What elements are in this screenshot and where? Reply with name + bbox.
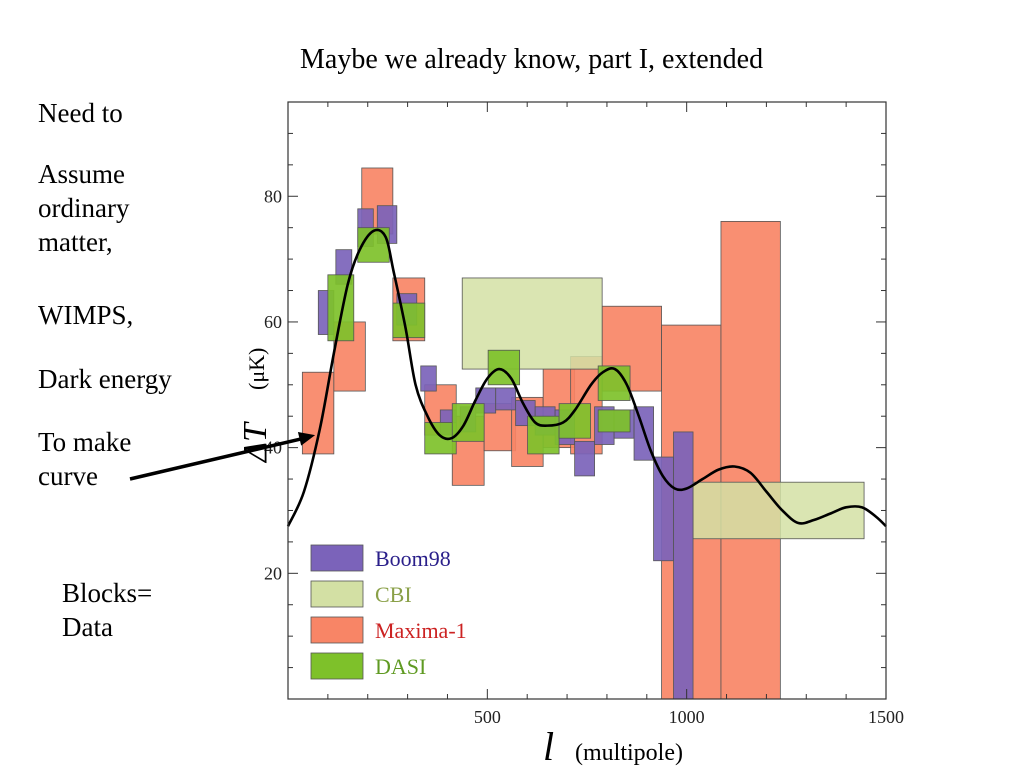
slide-title: Maybe we already know, part I, extended xyxy=(300,44,764,75)
x-tick-label: 1000 xyxy=(669,707,705,727)
plot-frame xyxy=(287,101,887,700)
y-tick-label: 20 xyxy=(264,563,282,583)
legend-swatch-dasi xyxy=(310,652,364,680)
note-need-to: Need to xyxy=(38,98,123,128)
y-tick-label: 40 xyxy=(264,438,282,458)
pointer-arrow-shaft xyxy=(129,435,310,481)
x-tick-label: 1500 xyxy=(868,707,904,727)
maxima-1-block-12 xyxy=(720,220,781,700)
note-assume-ordinary-matter: Assume ordinary matter, xyxy=(38,159,130,257)
boom98-block-13 xyxy=(574,440,595,477)
y-axis-label: (μK) xyxy=(244,348,269,390)
dasi-block-5 xyxy=(487,349,521,386)
y-tick-label: 60 xyxy=(264,312,282,332)
note-wimps: WIMPS, xyxy=(38,300,134,330)
pointer-arrow-head xyxy=(297,431,316,446)
legend-label-cbi: CBI xyxy=(375,582,412,607)
axis-ticks: 500 1000 1500 20 40 60 80 xyxy=(264,102,904,727)
boom98-block-18 xyxy=(673,431,694,700)
note-blocks-data: Blocks= Data xyxy=(62,578,153,642)
legend-swatch-cbi xyxy=(310,580,364,608)
boom98-block-17 xyxy=(653,456,674,562)
cbi-block-0 xyxy=(461,277,603,370)
x-tick-label: 500 xyxy=(474,707,501,727)
boom98-block-5 xyxy=(420,365,437,392)
model-curve xyxy=(286,228,887,528)
note-to-make-curve: To make curve xyxy=(38,427,132,491)
dasi-block-2 xyxy=(392,302,426,339)
legend-label-dasi: DASI xyxy=(375,654,426,679)
legend-label-boom98: Boom98 xyxy=(375,546,451,571)
model-curve-layer xyxy=(286,228,887,528)
legend-label-maxima-1: Maxima-1 xyxy=(375,618,467,643)
x-axis-label: (multipole) xyxy=(575,740,683,766)
boom98-block-9 xyxy=(495,387,517,411)
x-axis-symbol: l xyxy=(543,724,554,768)
y-tick-label: 80 xyxy=(264,186,282,206)
dasi-block-0 xyxy=(327,274,355,342)
dasi-block-6 xyxy=(527,415,560,455)
y-axis-symbol: ΔT xyxy=(237,421,274,464)
dasi-block-9 xyxy=(597,409,631,433)
legend-swatch-boom98 xyxy=(310,544,364,572)
maxima-1-block-10 xyxy=(601,305,662,392)
legend-swatch-maxima-1 xyxy=(310,616,364,644)
series-dasi xyxy=(327,227,631,455)
pointer-arrow xyxy=(129,431,316,481)
plot-border xyxy=(287,101,887,700)
note-dark-energy: Dark energy xyxy=(38,364,172,394)
legend: Boom98 CBI Maxima-1 DASI xyxy=(310,544,467,680)
